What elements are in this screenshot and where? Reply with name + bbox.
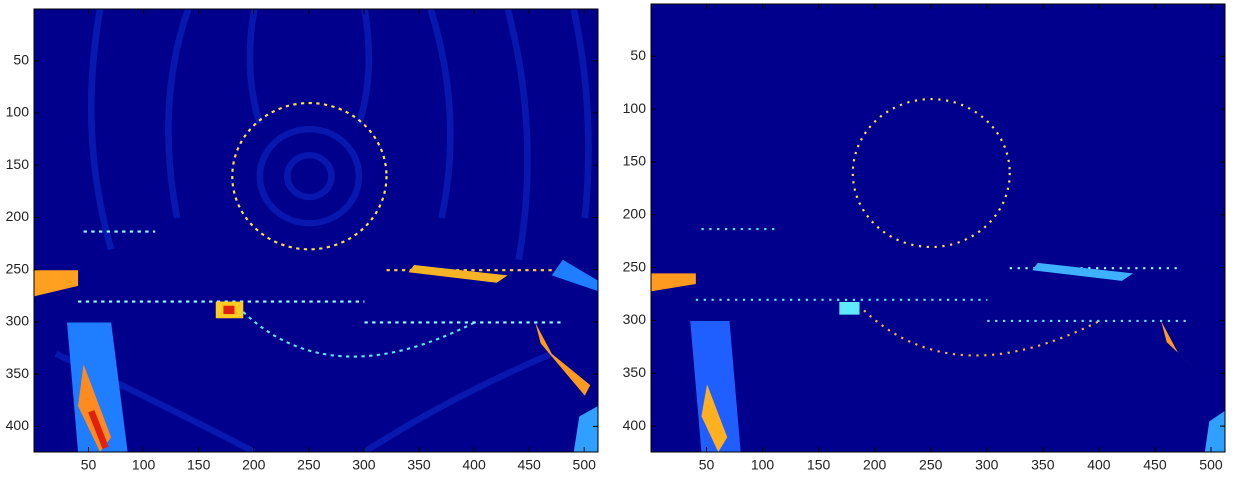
y-tick-label: 100 — [623, 100, 647, 116]
x-tick-label: 500 — [573, 457, 597, 473]
x-tick-label: 250 — [297, 457, 321, 473]
y-tick-label: 300 — [623, 311, 647, 327]
y-tick-label: 250 — [623, 258, 647, 274]
image-content — [34, 9, 598, 452]
y-tick-label: 150 — [6, 156, 30, 172]
y-tick-label: 50 — [13, 51, 29, 67]
y-tick-label: 400 — [6, 417, 30, 433]
x-tick-label: 250 — [919, 457, 943, 473]
y-tick-label: 100 — [6, 104, 30, 120]
x-tick-label: 300 — [352, 457, 376, 473]
y-tick-label: 300 — [6, 313, 30, 329]
y-tick-label: 200 — [6, 208, 30, 224]
x-tick-label: 200 — [863, 457, 887, 473]
y-tick-label: 50 — [630, 47, 646, 63]
y-tick-label: 150 — [623, 153, 647, 169]
x-tick-label: 200 — [242, 457, 266, 473]
y-tick-label: 350 — [6, 365, 30, 381]
x-tick-label: 450 — [517, 457, 541, 473]
y-tick-label: 250 — [6, 260, 30, 276]
x-tick-label: 350 — [407, 457, 431, 473]
x-tick-label: 100 — [132, 457, 156, 473]
x-tick-label: 300 — [975, 457, 999, 473]
y-tick-label: 350 — [623, 364, 647, 380]
y-tick-label: 200 — [623, 205, 647, 221]
x-tick-label: 150 — [187, 457, 211, 473]
x-tick-label: 100 — [751, 457, 775, 473]
x-tick-label: 50 — [81, 457, 97, 473]
x-tick-label: 50 — [699, 457, 715, 473]
x-tick-label: 150 — [807, 457, 831, 473]
x-tick-label: 500 — [1199, 457, 1223, 473]
x-tick-label: 400 — [1087, 457, 1111, 473]
y-tick-label: 400 — [623, 417, 647, 433]
x-tick-label: 400 — [462, 457, 486, 473]
image-content — [651, 4, 1225, 452]
x-tick-label: 450 — [1143, 457, 1167, 473]
x-tick-label: 350 — [1031, 457, 1055, 473]
page: 50 100 150 200 250 300 350 400 450 500 50 100 150 200… — [0, 0, 1237, 480]
